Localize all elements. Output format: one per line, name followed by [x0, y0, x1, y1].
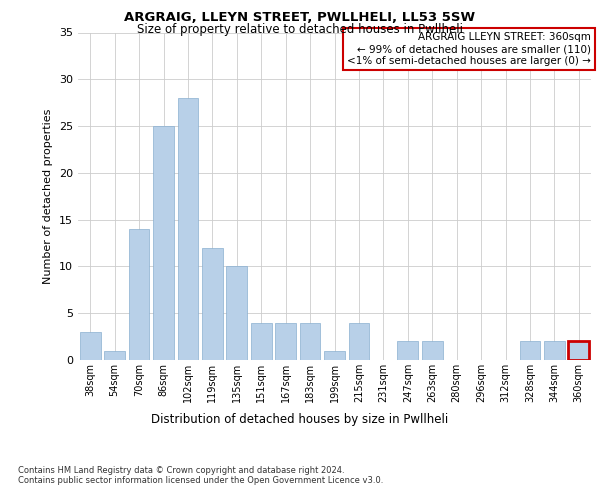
Text: Size of property relative to detached houses in Pwllheli: Size of property relative to detached ho… [137, 22, 463, 36]
Bar [568, 342, 589, 360]
Bar [104, 350, 125, 360]
Bar [153, 126, 174, 360]
Bar [226, 266, 247, 360]
Bar [80, 332, 101, 360]
Bar [397, 342, 418, 360]
Bar [128, 229, 149, 360]
Text: Contains public sector information licensed under the Open Government Licence v3: Contains public sector information licen… [18, 476, 383, 485]
Text: Distribution of detached houses by size in Pwllheli: Distribution of detached houses by size … [151, 412, 449, 426]
Y-axis label: Number of detached properties: Number of detached properties [43, 108, 53, 284]
Bar [299, 322, 320, 360]
Bar [178, 98, 199, 360]
Bar [520, 342, 541, 360]
Bar [275, 322, 296, 360]
Bar [324, 350, 345, 360]
Bar [544, 342, 565, 360]
Text: Contains HM Land Registry data © Crown copyright and database right 2024.: Contains HM Land Registry data © Crown c… [18, 466, 344, 475]
Bar [422, 342, 443, 360]
Bar [349, 322, 370, 360]
Text: ARGRAIG, LLEYN STREET, PWLLHELI, LL53 5SW: ARGRAIG, LLEYN STREET, PWLLHELI, LL53 5S… [124, 11, 476, 24]
Text: ARGRAIG LLEYN STREET: 360sqm
← 99% of detached houses are smaller (110)
<1% of s: ARGRAIG LLEYN STREET: 360sqm ← 99% of de… [347, 32, 591, 66]
Bar [251, 322, 272, 360]
Bar [202, 248, 223, 360]
